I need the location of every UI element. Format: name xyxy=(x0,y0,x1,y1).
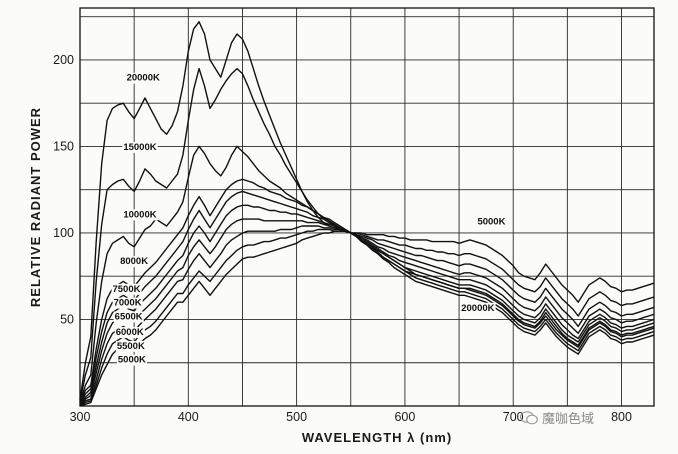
y-tick-label: 200 xyxy=(53,53,74,67)
watermark: 魔咖色域 xyxy=(519,408,595,427)
curve-8000k xyxy=(79,178,655,405)
series-labels: 20000K 15000K 10000K 8000K 7500K 7000K 6500K 60… xyxy=(111,72,507,366)
curve-7500k xyxy=(79,190,655,406)
series-label: 7000K xyxy=(114,298,142,309)
plot-frame xyxy=(79,7,655,407)
x-tick-label: 700 xyxy=(503,410,524,424)
series-label: 15000K xyxy=(123,142,156,153)
x-tick-label: 800 xyxy=(611,410,632,424)
series-label-bg xyxy=(115,340,146,352)
curves xyxy=(79,21,655,407)
series-label: 5000K xyxy=(477,216,505,227)
wechat-logo-icon xyxy=(519,410,538,425)
watermark-text: 魔咖色域 xyxy=(542,412,595,427)
series-label-bg xyxy=(125,72,161,84)
series-label: 10000K xyxy=(123,209,156,220)
curve-6500k xyxy=(79,218,655,407)
x-tick-label: 600 xyxy=(394,410,415,424)
series-label-bg xyxy=(111,283,142,295)
series-label: 6500K xyxy=(115,311,143,322)
y-tick-label: 50 xyxy=(60,312,74,326)
series-label: 5000K xyxy=(118,355,146,366)
series-label-bg xyxy=(460,302,496,314)
x-tick-label: 300 xyxy=(70,410,91,424)
series-label: 5500K xyxy=(117,341,145,352)
curve-5000k xyxy=(79,230,655,407)
series-label-bg xyxy=(476,216,507,228)
curve-7000k xyxy=(79,204,655,406)
series-label-bg xyxy=(113,311,144,323)
series-label-bg xyxy=(122,141,158,153)
y-axis-title: RELATIVE RADIANT POWER xyxy=(28,107,43,307)
grid xyxy=(80,8,654,406)
series-label: 8000K xyxy=(120,256,148,267)
axis-ticks: 300 400 500 600 700 800 50 100 150 200 xyxy=(53,53,632,424)
x-tick-label: 400 xyxy=(178,410,199,424)
curve-5500k xyxy=(79,228,655,407)
y-tick-label: 100 xyxy=(53,226,74,240)
series-label: 7500K xyxy=(112,284,140,295)
series-label: 20000K xyxy=(127,73,160,84)
x-axis-title: WAVELENGTH λ (nm) xyxy=(302,430,452,445)
curve-15000k xyxy=(79,67,655,402)
series-label-bg xyxy=(119,256,150,268)
series-label: 6000K xyxy=(116,327,144,338)
series-label: 20000K xyxy=(461,303,494,314)
series-label-bg xyxy=(122,209,158,221)
y-tick-label: 150 xyxy=(53,139,74,153)
curve-20000k xyxy=(79,21,655,401)
series-label-bg xyxy=(116,354,148,366)
curve-6000k xyxy=(79,225,655,407)
series-label-bg xyxy=(112,297,143,309)
x-tick-label: 500 xyxy=(286,410,307,424)
series-label-bg xyxy=(114,327,145,339)
